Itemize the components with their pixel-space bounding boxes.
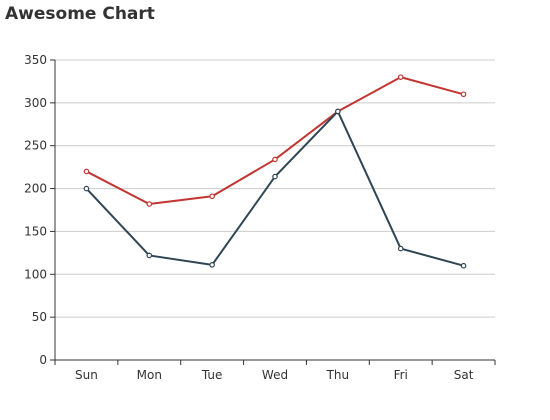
data-point[interactable] bbox=[146, 252, 153, 259]
x-tick-label: Mon bbox=[137, 368, 162, 382]
grid-lines bbox=[55, 59, 495, 318]
data-point[interactable] bbox=[460, 91, 467, 98]
series-2 bbox=[83, 108, 467, 269]
data-point[interactable] bbox=[209, 193, 215, 200]
data-point[interactable] bbox=[335, 108, 341, 115]
axes: 0 50 100 150 200 250 300 350 Sun Mon Tue Wed Thu Fri S… bbox=[24, 53, 496, 382]
y-tick-label: 300 bbox=[24, 96, 47, 110]
x-tick-label: Fri bbox=[394, 368, 408, 382]
chart-title: Awesome Chart bbox=[5, 4, 155, 24]
x-tick-label: Wed bbox=[262, 368, 288, 382]
data-point[interactable] bbox=[83, 168, 90, 175]
x-tick-label: Tue bbox=[201, 368, 223, 382]
y-tick-label: 0 bbox=[39, 353, 47, 367]
data-point[interactable] bbox=[397, 74, 404, 80]
x-tick-label: Sun bbox=[75, 368, 98, 382]
data-point[interactable] bbox=[146, 201, 153, 207]
y-tick-label: 50 bbox=[32, 310, 47, 324]
series-layer bbox=[83, 74, 467, 269]
y-tick-label: 150 bbox=[24, 224, 47, 238]
data-point[interactable] bbox=[272, 173, 278, 180]
y-tick-label: 200 bbox=[24, 182, 47, 196]
x-tick-label: Thu bbox=[326, 368, 350, 382]
data-point[interactable] bbox=[397, 245, 404, 252]
series-line bbox=[85, 76, 464, 205]
data-point[interactable] bbox=[460, 262, 467, 269]
data-point[interactable] bbox=[209, 262, 215, 268]
x-tick-label: Sat bbox=[454, 368, 474, 382]
series-1 bbox=[83, 74, 467, 207]
y-tick-label: 100 bbox=[24, 267, 47, 281]
y-tick-label: 250 bbox=[24, 139, 47, 153]
data-point[interactable] bbox=[83, 185, 90, 192]
y-tick-label: 350 bbox=[24, 53, 47, 67]
data-point[interactable] bbox=[272, 156, 278, 163]
